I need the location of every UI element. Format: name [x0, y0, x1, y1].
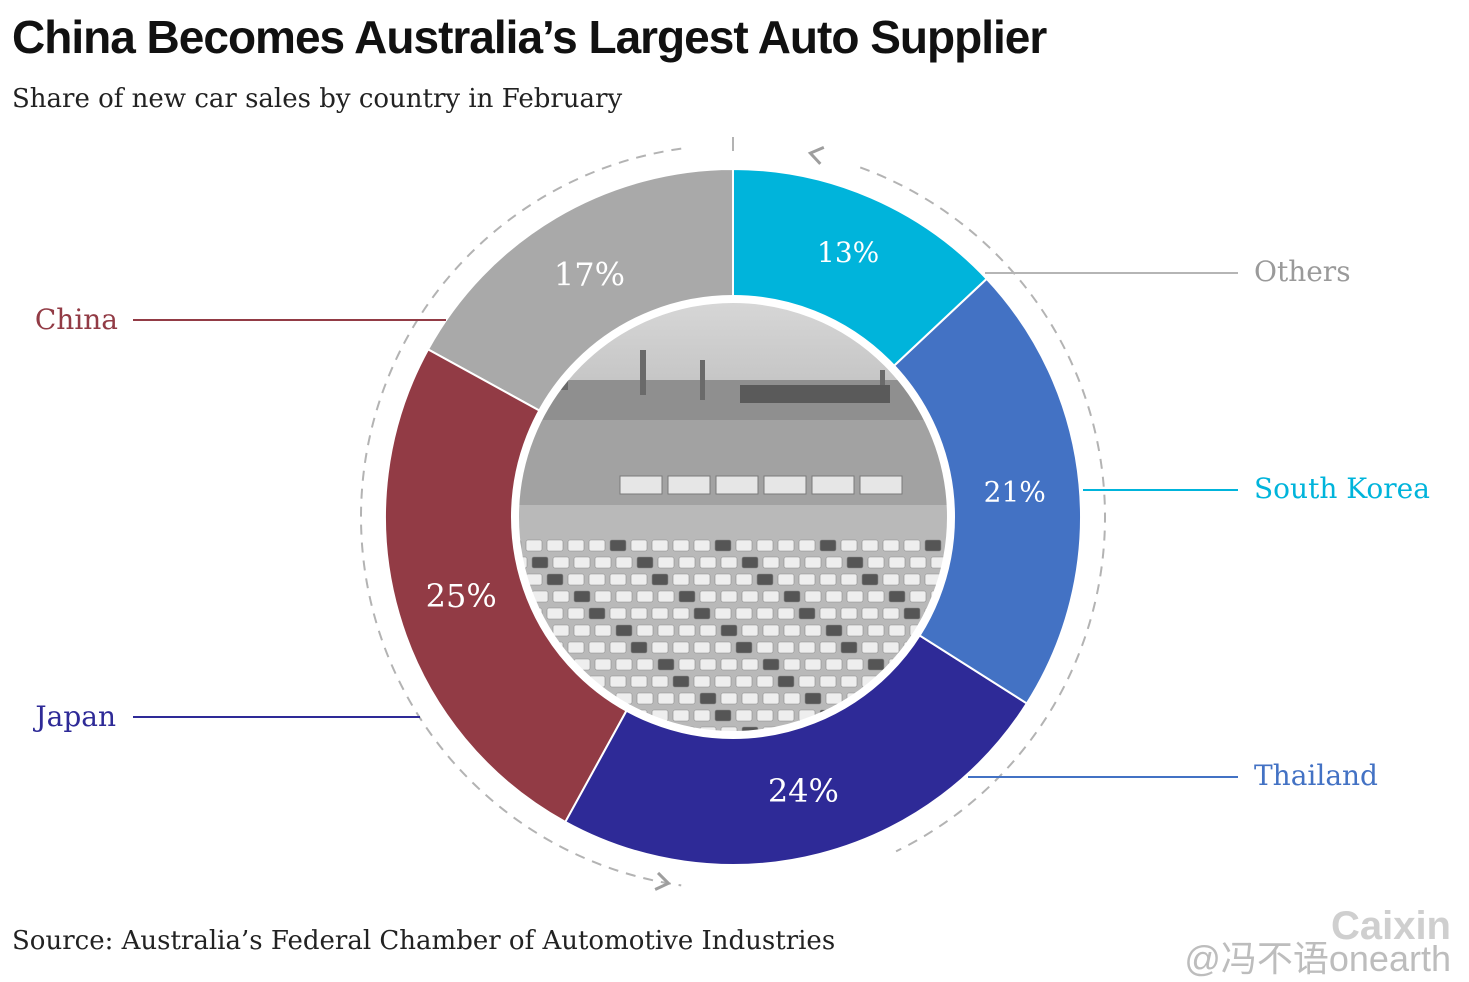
data-label-others: 17%: [554, 255, 625, 293]
caixin-watermark: Caixin: [1330, 904, 1451, 948]
direction-arrows: [360, 137, 1106, 891]
weibo-handle: @冯不语onearth: [1184, 938, 1451, 979]
legend-label-china: China: [35, 303, 118, 336]
legend-label-south-korea: South Korea: [1254, 472, 1430, 505]
donut-ring: [384, 167, 1082, 866]
inner-border: [511, 295, 955, 739]
data-label-thailand: 21%: [984, 475, 1046, 508]
legend-label-thailand: Thailand: [1254, 759, 1378, 792]
data-label-japan: 24%: [768, 772, 839, 810]
legend-label-others: Others: [1254, 255, 1351, 288]
legend-label-japan: Japan: [32, 700, 116, 733]
data-label-china: 25%: [426, 577, 497, 615]
chart-subtitle: Share of new car sales by country in Feb…: [12, 84, 623, 114]
source-note: Source: Australia’s Federal Chamber of A…: [12, 926, 836, 956]
chart-title: China Becomes Australia’s Largest Auto S…: [12, 11, 1047, 63]
slice-labels: Others 17% China 25% Japan 24% Thailand 21% Sout…: [32, 236, 1430, 810]
data-label-south-korea: 13%: [817, 236, 879, 269]
